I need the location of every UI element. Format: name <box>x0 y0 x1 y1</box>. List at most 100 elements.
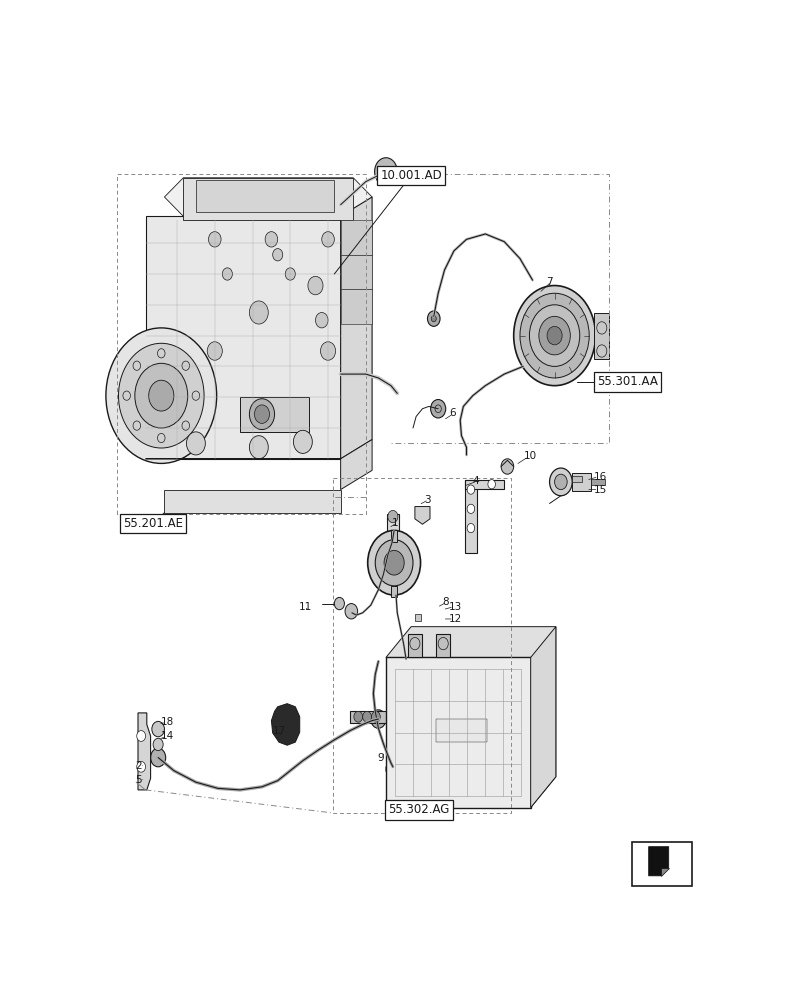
Circle shape <box>285 268 295 280</box>
Polygon shape <box>341 255 371 289</box>
Bar <box>391 530 397 542</box>
Circle shape <box>345 604 357 619</box>
Bar <box>414 614 421 620</box>
Text: 10: 10 <box>523 451 536 461</box>
Circle shape <box>152 721 164 737</box>
Polygon shape <box>385 627 556 808</box>
Text: 55.302.AG: 55.302.AG <box>388 803 448 816</box>
Circle shape <box>385 760 401 778</box>
Text: 10.001.AD: 10.001.AD <box>380 169 441 182</box>
Bar <box>465 480 476 553</box>
Circle shape <box>427 311 440 326</box>
Circle shape <box>293 430 312 453</box>
Bar <box>386 514 399 533</box>
Circle shape <box>315 312 328 328</box>
Polygon shape <box>648 847 668 876</box>
Text: 6: 6 <box>448 408 455 418</box>
Circle shape <box>136 761 145 772</box>
Text: 13: 13 <box>448 602 461 612</box>
Circle shape <box>367 530 420 595</box>
Circle shape <box>363 711 371 722</box>
Circle shape <box>374 158 397 185</box>
Circle shape <box>334 597 344 610</box>
Circle shape <box>150 748 165 767</box>
Polygon shape <box>341 289 371 324</box>
Circle shape <box>153 738 163 751</box>
Circle shape <box>371 710 385 728</box>
Text: 9: 9 <box>376 753 384 763</box>
Circle shape <box>371 711 380 722</box>
Text: 12: 12 <box>448 614 461 624</box>
Text: 18: 18 <box>161 717 174 727</box>
Circle shape <box>466 504 474 513</box>
Bar <box>572 473 590 491</box>
Circle shape <box>249 399 274 430</box>
Bar <box>407 634 421 657</box>
Text: 2: 2 <box>135 761 141 771</box>
Circle shape <box>208 232 221 247</box>
Circle shape <box>547 326 561 345</box>
Text: 55.201.AE: 55.201.AE <box>123 517 182 530</box>
Polygon shape <box>530 627 556 808</box>
Bar <box>436 634 449 657</box>
Polygon shape <box>660 868 668 876</box>
Circle shape <box>500 459 513 474</box>
Polygon shape <box>271 704 299 745</box>
Polygon shape <box>195 180 334 212</box>
Circle shape <box>207 342 222 360</box>
Circle shape <box>354 711 363 722</box>
Circle shape <box>539 316 569 355</box>
Circle shape <box>375 540 413 586</box>
Bar <box>350 711 388 723</box>
Circle shape <box>554 474 566 490</box>
Circle shape <box>222 268 232 280</box>
Text: 4: 4 <box>471 476 478 486</box>
Polygon shape <box>183 178 353 220</box>
Circle shape <box>388 510 397 523</box>
Circle shape <box>249 301 268 324</box>
Circle shape <box>320 342 335 360</box>
Circle shape <box>384 550 404 575</box>
Polygon shape <box>341 197 371 459</box>
Circle shape <box>148 380 174 411</box>
Circle shape <box>272 249 282 261</box>
Circle shape <box>307 276 323 295</box>
Text: 3: 3 <box>423 495 430 505</box>
Circle shape <box>105 328 217 463</box>
Polygon shape <box>145 216 341 459</box>
Circle shape <box>487 480 495 489</box>
Circle shape <box>400 654 413 669</box>
Bar <box>572 476 581 482</box>
Polygon shape <box>414 507 430 524</box>
Circle shape <box>136 731 145 741</box>
Circle shape <box>187 432 205 455</box>
Circle shape <box>529 305 579 366</box>
Circle shape <box>254 405 269 423</box>
Polygon shape <box>138 713 150 790</box>
Circle shape <box>513 286 594 386</box>
Circle shape <box>549 468 572 496</box>
Circle shape <box>519 293 589 378</box>
Polygon shape <box>164 490 341 513</box>
Circle shape <box>135 363 187 428</box>
Bar <box>385 657 530 808</box>
Polygon shape <box>240 397 309 432</box>
Text: 55.301.AA: 55.301.AA <box>596 375 657 388</box>
Bar <box>631 842 692 886</box>
Circle shape <box>249 436 268 459</box>
Circle shape <box>430 400 445 418</box>
Text: 17: 17 <box>272 726 285 736</box>
Circle shape <box>431 316 436 322</box>
Text: 15: 15 <box>593 485 606 495</box>
Circle shape <box>118 343 204 448</box>
Bar <box>465 480 504 489</box>
Text: 5: 5 <box>135 775 141 785</box>
Bar <box>436 719 486 742</box>
Bar <box>590 479 604 485</box>
Polygon shape <box>164 178 371 216</box>
Text: 14: 14 <box>161 731 174 741</box>
Text: 11: 11 <box>298 602 312 612</box>
Circle shape <box>265 232 277 247</box>
Polygon shape <box>341 220 371 255</box>
Text: 16: 16 <box>593 472 606 482</box>
